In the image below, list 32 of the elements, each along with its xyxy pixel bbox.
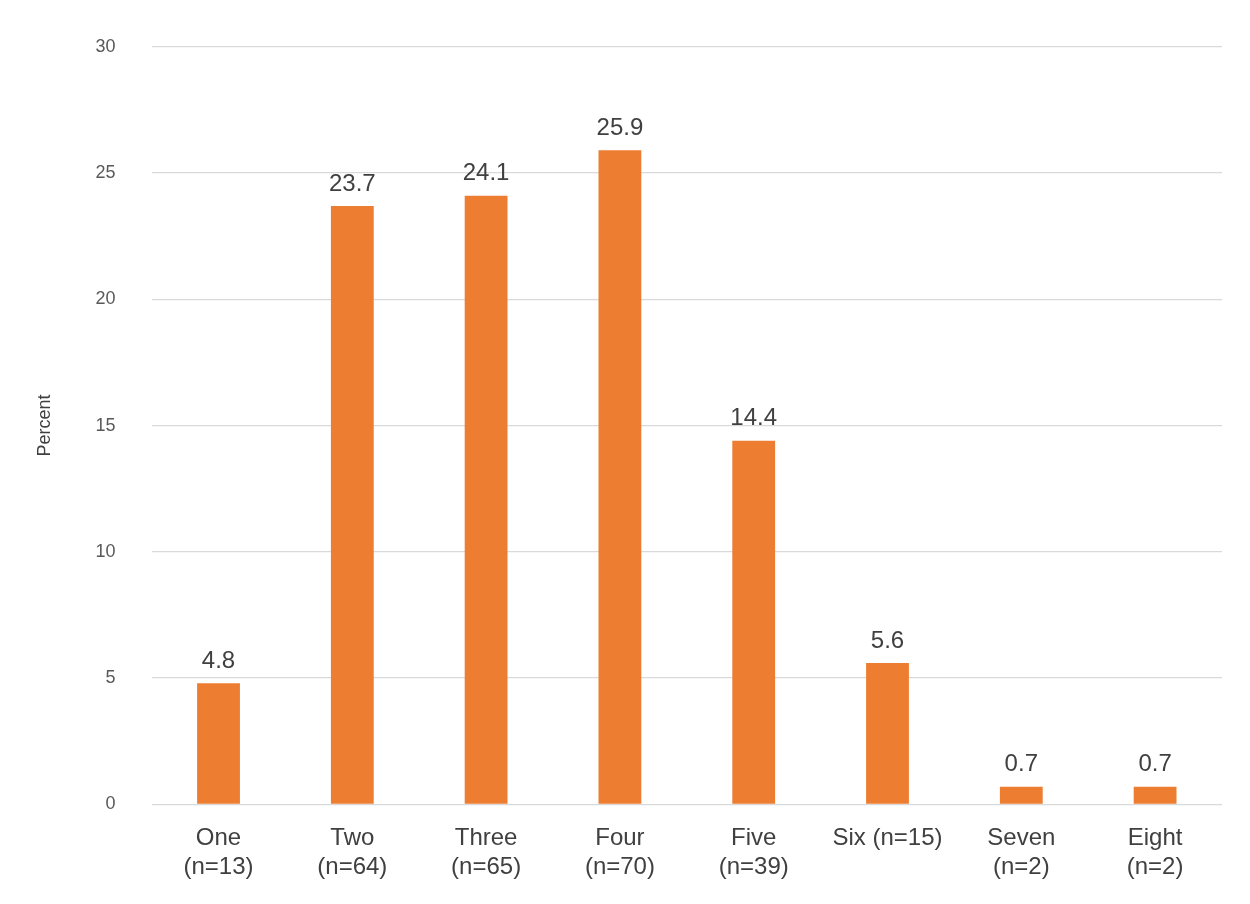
y-axis-title: Percent — [33, 394, 54, 457]
y-tick-label: 5 — [105, 667, 116, 688]
bar — [999, 786, 1043, 804]
x-tick-label: Two (n=64) — [317, 823, 388, 880]
x-tick-label: Seven (n=2) — [987, 823, 1056, 880]
x-tick-label: One (n=13) — [183, 823, 254, 880]
bar — [1133, 786, 1177, 804]
data-label: 0.7 — [1138, 749, 1172, 777]
bar — [598, 150, 642, 804]
x-tick-label: Four (n=70) — [584, 823, 655, 880]
y-tick-label: 20 — [95, 288, 116, 309]
y-tick-label: 10 — [95, 540, 116, 561]
data-label: 4.8 — [201, 645, 236, 673]
x-tick-label: Eight (n=2) — [1126, 823, 1184, 880]
data-label: 25.9 — [596, 112, 644, 140]
data-label: 0.7 — [1004, 749, 1038, 777]
bar — [197, 683, 240, 804]
bar — [330, 205, 374, 804]
data-label: 24.1 — [462, 158, 510, 186]
y-tick-label: 15 — [95, 414, 116, 435]
y-tick-label: 30 — [95, 35, 116, 56]
bar — [732, 440, 776, 804]
y-tick-label: 0 — [105, 793, 116, 814]
data-label: 23.7 — [328, 168, 376, 196]
x-tick-label: Three (n=65) — [451, 823, 522, 880]
bar — [464, 195, 508, 804]
x-tick-label: Five (n=39) — [718, 823, 789, 880]
y-tick-label: 25 — [95, 162, 116, 183]
data-label: 5.6 — [870, 625, 905, 653]
bar — [866, 662, 909, 804]
data-label: 14.4 — [730, 403, 778, 431]
x-tick-label: Six (n=15) — [832, 823, 943, 851]
